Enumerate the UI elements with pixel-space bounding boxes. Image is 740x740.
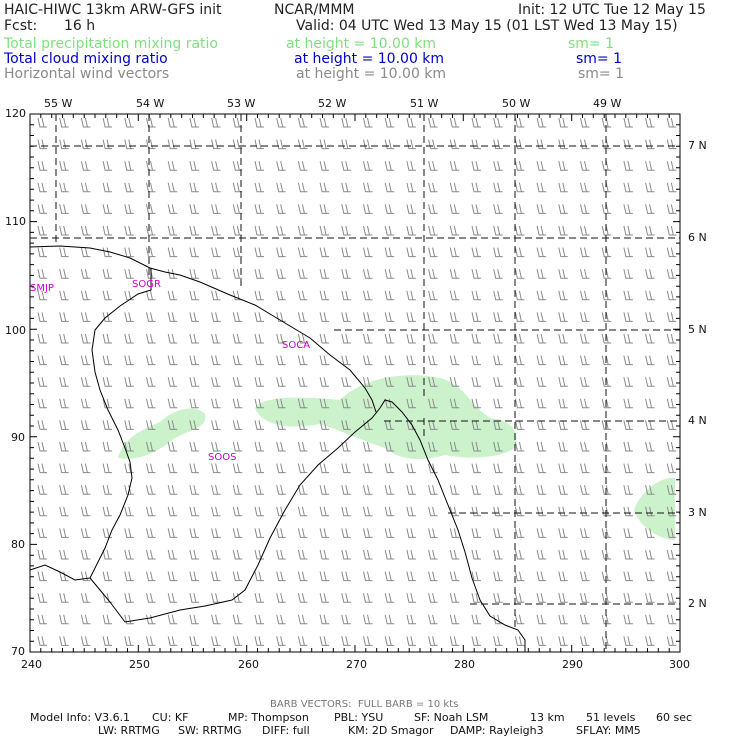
barb-note: BARB VECTORS: FULL BARB = 10 kts bbox=[270, 699, 459, 710]
precip-area-west bbox=[118, 408, 206, 459]
lat-label-6n: 6 N bbox=[688, 231, 707, 244]
map-frame bbox=[29, 113, 681, 653]
field-precip-name: Total precipitation mixing ratio bbox=[4, 36, 218, 52]
station-soca: SOCA bbox=[282, 340, 311, 351]
levels: 51 levels bbox=[586, 711, 636, 724]
field-wind-sm: sm= 1 bbox=[578, 66, 625, 82]
sflay-scheme: SFLAY: MM5 bbox=[576, 724, 641, 737]
coastline bbox=[29, 245, 377, 413]
grid-y-label-70: 70 bbox=[11, 645, 25, 658]
station-soos: SOOS bbox=[208, 452, 237, 463]
km-scheme: KM: 2D Smagor bbox=[348, 724, 434, 737]
grid-y-label-120: 120 bbox=[5, 107, 26, 120]
grid-y-label-80: 80 bbox=[11, 538, 25, 551]
pbl-scheme: PBL: YSU bbox=[334, 711, 384, 724]
sf-scheme: SF: Noah LSM bbox=[414, 711, 489, 724]
lw-scheme: LW: RRTMG bbox=[98, 724, 160, 737]
precip-area-east bbox=[634, 477, 675, 540]
mp-scheme: MP: Thompson bbox=[228, 711, 309, 724]
lat-label-3n: 3 N bbox=[688, 506, 707, 519]
precip-shading bbox=[118, 375, 675, 540]
grid-x-label-270: 270 bbox=[346, 658, 367, 671]
station-sogr: SOGR bbox=[132, 279, 161, 290]
wind-barb-field bbox=[37, 117, 677, 646]
lon-label-50w: 50 W bbox=[502, 97, 531, 110]
grid-x-label-260: 260 bbox=[238, 658, 259, 671]
grid-x-label-300: 300 bbox=[669, 658, 690, 671]
lon-label-51w: 51 W bbox=[410, 97, 439, 110]
lat-label-4n: 4 N bbox=[688, 414, 707, 427]
station-smjp: SMJP bbox=[30, 283, 54, 294]
init-time: Init: 12 UTC Tue 12 May 15 bbox=[518, 2, 706, 18]
border-west bbox=[29, 564, 91, 581]
timestep: 60 sec bbox=[656, 711, 693, 724]
lon-label-53w: 53 W bbox=[227, 97, 256, 110]
center-name: NCAR/MMM bbox=[274, 2, 355, 18]
axis-ticks bbox=[29, 113, 681, 653]
field-precip-sm: sm= 1 bbox=[568, 36, 615, 52]
grid-y-label-90: 90 bbox=[11, 431, 25, 444]
grid-y-label-110: 110 bbox=[5, 215, 26, 228]
field-wind-height: at height = 10.00 km bbox=[296, 66, 447, 82]
field-cloud-name: Total cloud mixing ratio bbox=[4, 51, 168, 67]
lon-label-49w: 49 W bbox=[593, 97, 622, 110]
resolution: 13 km bbox=[530, 711, 565, 724]
lat-lon-grid bbox=[30, 114, 680, 652]
frame-tick-marks bbox=[29, 113, 681, 653]
grid-x-label-290: 290 bbox=[562, 658, 583, 671]
grid-x-label-280: 280 bbox=[454, 658, 475, 671]
fcst-value: 16 h bbox=[64, 18, 96, 34]
diff-scheme: DIFF: full bbox=[262, 724, 310, 737]
lon-label-55w: 55 W bbox=[44, 97, 73, 110]
damp-scheme: DAMP: Rayleigh3 bbox=[450, 724, 544, 737]
lon-label-52w: 52 W bbox=[318, 97, 347, 110]
cu-scheme: CU: KF bbox=[152, 711, 189, 724]
lat-label-2n: 2 N bbox=[688, 597, 707, 610]
lat-label-7n: 7 N bbox=[688, 139, 707, 152]
field-wind-name: Horizontal wind vectors bbox=[4, 66, 170, 82]
country-borders bbox=[29, 245, 526, 652]
model-title: HAIC-HIWC 13km ARW-GFS init bbox=[4, 2, 222, 18]
field-cloud-sm: sm= 1 bbox=[576, 51, 623, 67]
precip-area-center bbox=[255, 375, 517, 460]
grid-x-label-240: 240 bbox=[21, 658, 42, 671]
wind-barbs bbox=[37, 117, 677, 646]
grid-x-label-250: 250 bbox=[129, 658, 150, 671]
model-info-label: Model Info: V3.6.1 bbox=[30, 711, 131, 724]
valid-time: Valid: 04 UTC Wed 13 May 15 (01 LST Wed … bbox=[296, 18, 678, 34]
field-cloud-height: at height = 10.00 km bbox=[294, 51, 445, 67]
sw-scheme: SW: RRTMG bbox=[178, 724, 242, 737]
border-suriname-fg bbox=[89, 268, 526, 652]
lon-label-54w: 54 W bbox=[136, 97, 165, 110]
lat-label-5n: 5 N bbox=[688, 323, 707, 336]
field-precip-height: at height = 10.00 km bbox=[286, 36, 437, 52]
grid-y-label-100: 100 bbox=[5, 324, 26, 337]
fcst-label: Fcst: bbox=[4, 18, 38, 34]
